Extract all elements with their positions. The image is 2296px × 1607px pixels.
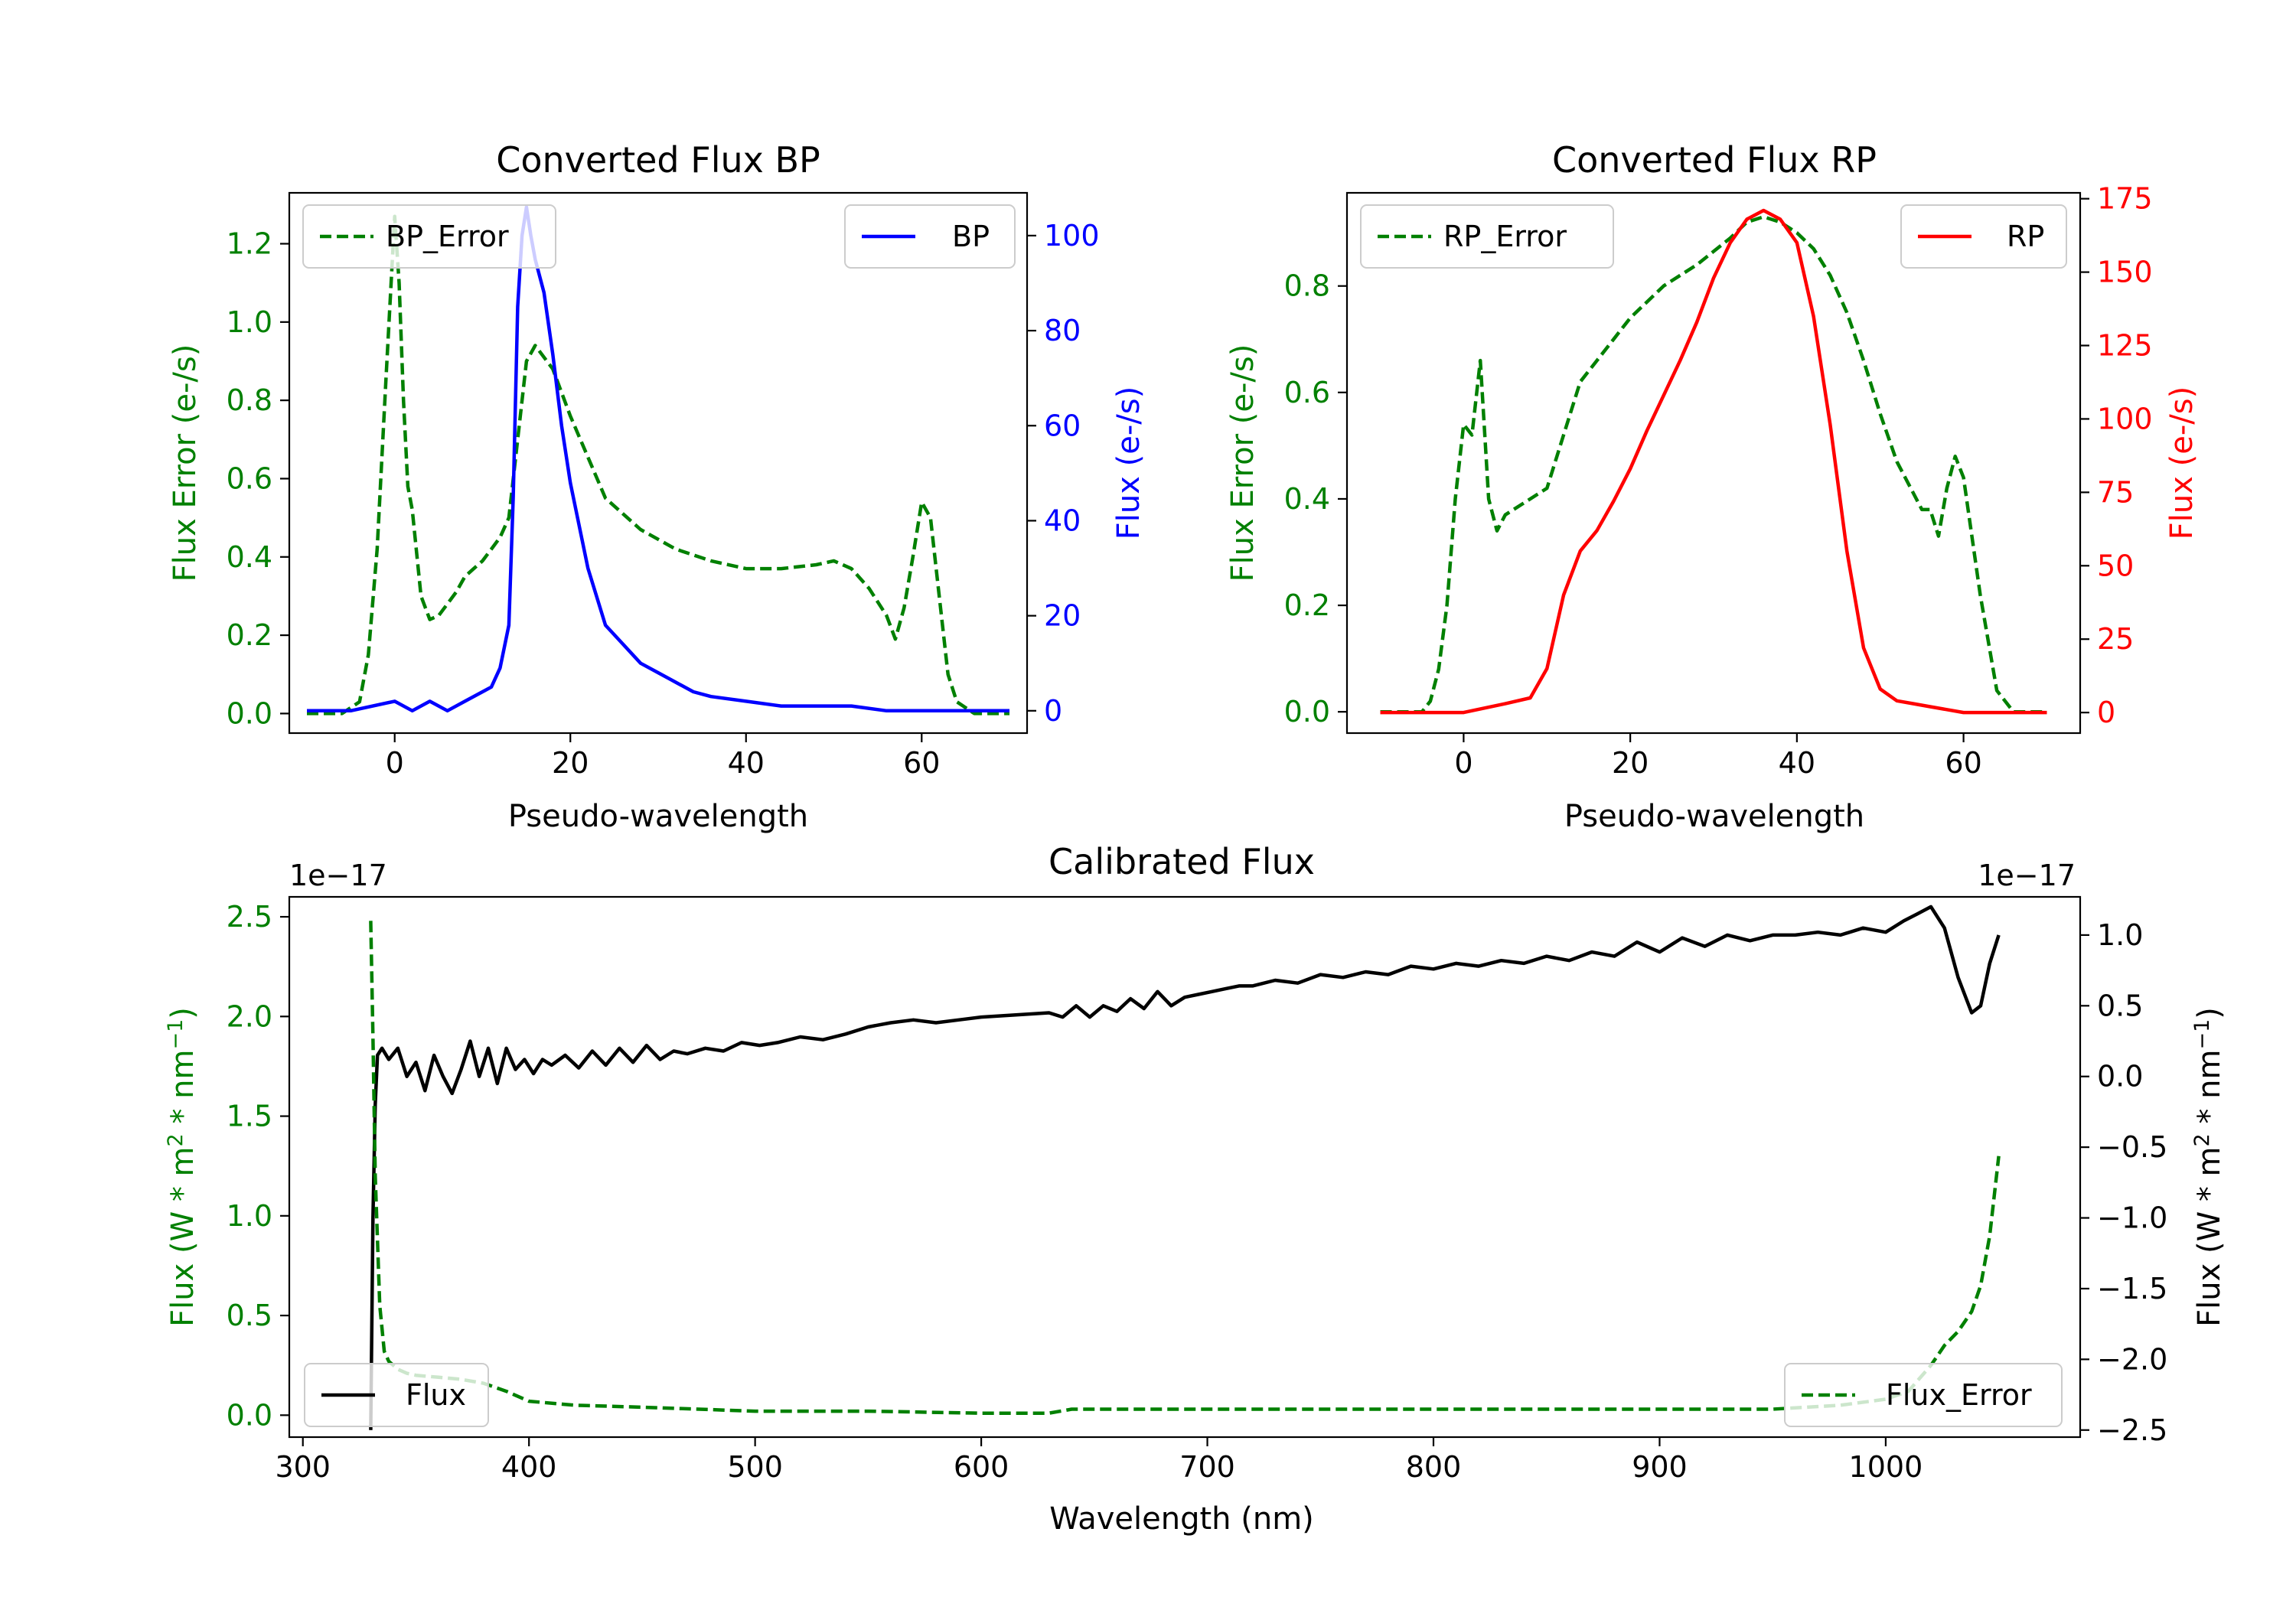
rp-x-tick-label: 20 — [1612, 746, 1649, 780]
cal-left-y-tick-label: 1.5 — [227, 1100, 272, 1133]
bp-series-bp-line — [307, 205, 1009, 713]
rp-left-y-tick-label: 0.0 — [1284, 695, 1330, 729]
cal-right-y-tick-label: 0.0 — [2097, 1060, 2143, 1094]
cal-right-y-tick-label: −1.0 — [2097, 1201, 2167, 1235]
rp-series-rp-error-line — [1380, 215, 2047, 714]
rp-legend-label: RP — [2007, 220, 2044, 253]
rp-left-y-tick-label: 0.2 — [1284, 588, 1330, 622]
bp-x-axis-label: Pseudo-wavelength — [508, 799, 808, 834]
rp-title: Converted Flux RP — [1552, 139, 1877, 181]
bp-x-tick-label: 40 — [728, 746, 765, 780]
bp-error-legend-label: BP_Error — [386, 220, 509, 253]
bp-left-y-tick-label: 1.2 — [227, 227, 272, 261]
cal-right-y-tick-label: −0.5 — [2097, 1130, 2167, 1164]
cal-x-tick-label: 900 — [1632, 1450, 1688, 1484]
rp-error-legend-label: RP_Error — [1443, 220, 1567, 253]
rp-x-tick-label: 40 — [1779, 746, 1815, 780]
cal-legend-flux: Flux — [304, 1363, 489, 1427]
rp-x-axis-label: Pseudo-wavelength — [1564, 799, 1864, 834]
cal-x-tick-label: 800 — [1406, 1450, 1462, 1484]
rp-left-y-tick-label: 0.6 — [1284, 376, 1330, 409]
bp-left-y-tick-label: 1.0 — [227, 305, 272, 339]
cal-series-flux-line — [369, 905, 2001, 1430]
rp-right-y-tick-label: 175 — [2097, 182, 2153, 216]
rp-x-tick-label: 60 — [1945, 746, 1981, 780]
bp-x-tick-label: 60 — [903, 746, 940, 780]
bp-right-y-tick-label: 40 — [1044, 504, 1081, 537]
bp-title: Converted Flux BP — [496, 139, 820, 181]
bp-right-y-tick-label: 0 — [1044, 694, 1062, 728]
rp-legend-error: RP_Error — [1360, 204, 1614, 269]
cal-x-tick-label: 500 — [727, 1450, 783, 1484]
cal-axes-frame — [288, 895, 2082, 1439]
cal-right-offset-label: 1e−17 — [1978, 859, 2076, 892]
bp-left-y-tick-label: 0.2 — [227, 618, 272, 652]
rp-left-y-tick-label: 0.4 — [1284, 482, 1330, 516]
rp-series-rp-line — [1380, 208, 2047, 715]
cal-x-tick-label: 600 — [954, 1450, 1009, 1484]
cal-x-axis-label: Wavelength (nm) — [1049, 1501, 1314, 1537]
rp-right-axis-label: Flux (e-/s) — [2164, 386, 2200, 539]
rp-right-y-tick-label: 150 — [2097, 256, 2153, 289]
cal-x-tick-label: 400 — [501, 1450, 557, 1484]
cal-left-y-tick-label: 2.5 — [227, 900, 272, 934]
bp-legend-label: BP — [952, 220, 990, 253]
cal-left-offset-label: 1e−17 — [289, 859, 387, 892]
bp-legend-error: BP_Error — [302, 204, 556, 269]
cal-left-y-tick-label: 0.5 — [227, 1299, 272, 1332]
rp-left-axis-label: Flux Error (e-/s) — [1225, 344, 1261, 582]
cal-x-tick-label: 700 — [1179, 1450, 1235, 1484]
cal-left-y-tick-label: 2.0 — [227, 999, 272, 1033]
bp-left-axis-label: Flux Error (e-/s) — [168, 344, 203, 582]
bp-right-y-tick-label: 20 — [1044, 599, 1081, 633]
calibrated-panel: Calibrated Flux 1e−17 1e−17 300 400 500 600… — [164, 841, 2227, 1537]
rp-right-y-tick-label: 125 — [2097, 329, 2153, 363]
cal-x-tick-label: 300 — [275, 1450, 331, 1484]
bp-right-axis-label: Flux (e-/s) — [1111, 386, 1146, 539]
rp-legend-flux: RP — [1900, 204, 2067, 269]
bp-legend-flux: BP — [844, 204, 1016, 269]
cal-right-y-tick-label: −2.0 — [2097, 1342, 2167, 1376]
cal-left-y-tick-label: 0.0 — [227, 1398, 272, 1432]
bp-left-y-tick-label: 0.0 — [227, 696, 272, 730]
bp-series-bp-error-line — [307, 214, 1009, 715]
rp-right-y-tick-label: 75 — [2097, 475, 2134, 509]
rp-x-tick-label: 0 — [1454, 746, 1473, 780]
cal-right-y-tick-label: 1.0 — [2097, 918, 2143, 952]
rp-right-y-tick-label: 25 — [2097, 622, 2134, 656]
bp-x-tick-label: 0 — [386, 746, 404, 780]
cal-error-legend-label: Flux_Error — [1886, 1378, 2032, 1412]
bp-right-y-tick-label: 80 — [1044, 314, 1081, 347]
rp-panel: Converted Flux RP 0 20 40 60 0.0 0.2 0.4 0.6 0.8… — [1225, 139, 2200, 834]
cal-x-tick-label: 1000 — [1849, 1450, 1923, 1484]
bp-x-tick-label: 20 — [552, 746, 589, 780]
cal-left-axis-label: Flux (W * m2 * nm−1) — [164, 1007, 201, 1327]
cal-left-y-tick-label: 1.0 — [227, 1199, 272, 1233]
bp-axes-frame — [288, 191, 1029, 735]
rp-right-y-tick-label: 50 — [2097, 549, 2134, 582]
bp-panel: Converted Flux BP 0 20 40 60 0.0 0.2 0.4 0.6 0.8… — [168, 139, 1146, 834]
bp-left-y-tick-label: 0.8 — [227, 383, 272, 417]
rp-right-y-tick-label: 0 — [2097, 696, 2115, 729]
cal-right-y-tick-label: −1.5 — [2097, 1272, 2167, 1305]
cal-flux-legend-label: Flux — [406, 1378, 466, 1412]
cal-series-flux-error-line — [369, 921, 2001, 1415]
cal-title: Calibrated Flux — [1049, 841, 1315, 882]
cal-legend-error: Flux_Error — [1784, 1363, 2063, 1427]
rp-right-y-tick-label: 100 — [2097, 402, 2153, 435]
bp-right-y-tick-label: 60 — [1044, 409, 1081, 442]
cal-right-axis-label: Flux (W * m2 * nm−1) — [2190, 1007, 2227, 1327]
rp-left-y-tick-label: 0.8 — [1284, 269, 1330, 303]
bp-right-y-tick-label: 100 — [1044, 219, 1100, 253]
rp-axes-frame — [1345, 191, 2082, 735]
bp-left-y-tick-label: 0.4 — [227, 540, 272, 574]
cal-right-y-tick-label: −2.5 — [2097, 1413, 2167, 1447]
cal-right-y-tick-label: 0.5 — [2097, 989, 2143, 1022]
bp-left-y-tick-label: 0.6 — [227, 461, 272, 495]
